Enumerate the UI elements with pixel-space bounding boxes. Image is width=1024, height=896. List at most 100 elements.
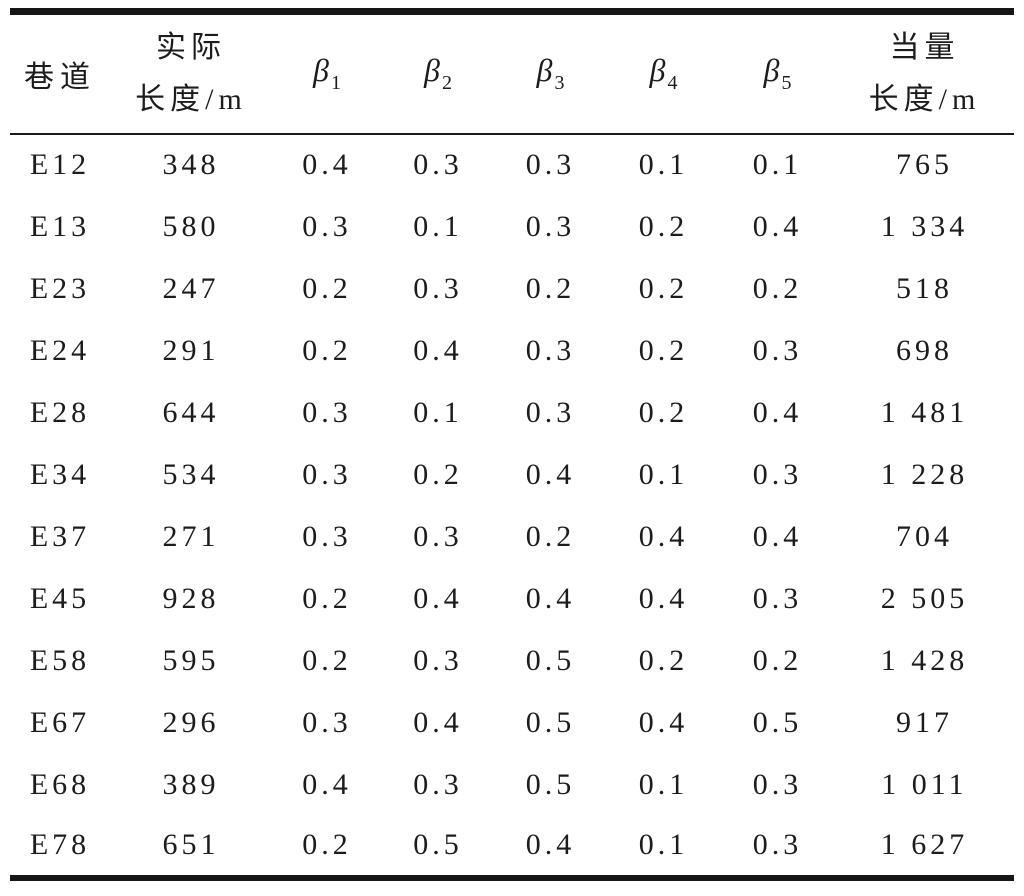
cell-roadway: E68 (29, 767, 91, 801)
cell-beta2: 0.2 (413, 457, 463, 491)
cell-beta3: 0.2 (525, 519, 576, 553)
cell-roadway: E37 (29, 519, 91, 553)
cell-equivalent-length: 704 (896, 519, 953, 553)
header-line: 当量 (889, 30, 960, 64)
cell-actual-length: 595 (162, 643, 220, 677)
cell-roadway: E78 (29, 828, 91, 861)
beta-subscript: 5 (781, 72, 792, 95)
cell-beta1: 0.3 (302, 519, 352, 553)
table-row: E37 271 0.3 0.3 0.2 0.4 0.4 704 (10, 506, 1014, 568)
cell-actual-length: 651 (162, 828, 220, 861)
paper-page: 巷道 实际 长度/m β 1 β 2 β 3 β 4 β 5 当量 长度/m E12 348 0.4 0.3 0.3… (0, 8, 1024, 896)
cell-beta4: 0.1 (638, 148, 689, 181)
cell-beta3: 0.4 (525, 828, 576, 861)
cell-beta4: 0.4 (638, 581, 689, 615)
cell-beta5: 0.3 (752, 333, 803, 367)
beta-subscript: 2 (441, 72, 452, 95)
cell-beta5: 0.5 (752, 705, 803, 739)
cell-actual-length: 247 (162, 271, 220, 305)
cell-beta2: 0.3 (413, 767, 463, 801)
header-line: 实际 (156, 30, 226, 64)
cell-actual-length: 644 (162, 395, 220, 429)
cell-beta1: 0.2 (302, 333, 352, 367)
cell-beta3: 0.4 (525, 457, 576, 491)
cell-beta3: 0.5 (525, 643, 576, 677)
cell-beta4: 0.2 (638, 643, 689, 677)
cell-beta3: 0.2 (525, 271, 576, 305)
cell-beta1: 0.2 (302, 271, 352, 305)
cell-beta2: 0.3 (413, 148, 463, 181)
cell-beta1: 0.2 (302, 828, 352, 861)
cell-beta3: 0.3 (525, 209, 576, 243)
beta-symbol: β (649, 52, 666, 89)
cell-beta2: 0.3 (413, 519, 463, 553)
cell-beta5: 0.3 (752, 581, 803, 615)
cell-equivalent-length: 1 011 (881, 767, 968, 801)
table-row: E58 595 0.2 0.3 0.5 0.2 0.2 1 428 (10, 630, 1014, 692)
cell-actual-length: 389 (162, 767, 220, 801)
cell-beta1: 0.2 (302, 643, 352, 677)
cell-beta5: 0.3 (752, 457, 803, 491)
table-row: E12 348 0.4 0.3 0.3 0.1 0.1 765 (10, 134, 1014, 196)
cell-equivalent-length: 917 (896, 705, 953, 739)
table-header: 巷道 实际 长度/m β 1 β 2 β 3 β 4 β 5 当量 长度/m (10, 12, 1014, 134)
cell-beta5: 0.4 (752, 395, 803, 429)
cell-actual-length: 296 (162, 705, 220, 739)
cell-beta4: 0.2 (638, 333, 689, 367)
table-row: E68 389 0.4 0.3 0.5 0.1 0.3 1 011 (10, 754, 1014, 816)
cell-roadway: E24 (29, 333, 91, 367)
cell-beta2: 0.4 (413, 705, 463, 739)
cell-roadway: E12 (29, 148, 91, 181)
cell-beta5: 0.2 (752, 271, 803, 305)
column-header-roadway: 巷道 (24, 60, 96, 94)
cell-beta1: 0.3 (302, 705, 352, 739)
cell-beta2: 0.1 (413, 209, 463, 243)
cell-roadway: E67 (29, 705, 91, 739)
cell-beta5: 0.3 (752, 828, 803, 861)
beta-subscript: 3 (554, 72, 565, 95)
column-header-equivalent-length: 当量长度/m (835, 12, 1014, 134)
equivalent-length-table: 巷道 实际 长度/m β 1 β 2 β 3 β 4 β 5 当量 长度/m E12 348 0.4 0.3 0.3… (10, 8, 1014, 881)
cell-beta5: 0.1 (752, 148, 803, 181)
cell-roadway: E28 (29, 395, 91, 429)
table-row: E23 247 0.2 0.3 0.2 0.2 0.2 518 (10, 258, 1014, 320)
cell-roadway: E34 (29, 457, 91, 491)
cell-beta4: 0.2 (638, 395, 689, 429)
beta-symbol: β (424, 52, 440, 89)
cell-beta2: 0.4 (413, 333, 463, 367)
cell-beta4: 0.4 (638, 705, 689, 739)
beta-subscript: 1 (330, 72, 341, 95)
cell-beta1: 0.3 (302, 395, 352, 429)
table-row: E78 651 0.2 0.5 0.4 0.1 0.3 1 627 (10, 816, 1014, 878)
cell-beta2: 0.1 (413, 395, 463, 429)
table-row: E28 644 0.3 0.1 0.3 0.2 0.4 1 481 (10, 382, 1014, 444)
cell-beta4: 0.1 (638, 457, 689, 491)
header-line: 长度/m (868, 82, 981, 116)
header-line: 长度/m (135, 82, 247, 116)
cell-beta4: 0.2 (638, 209, 689, 243)
table-body: E12 348 0.4 0.3 0.3 0.1 0.1 765 E13 580 0.3 0.1 0.3 0… (10, 134, 1014, 878)
cell-actual-length: 928 (162, 581, 220, 615)
cell-beta5: 0.4 (752, 519, 803, 553)
cell-beta1: 0.2 (302, 581, 352, 615)
cell-actual-length: 534 (162, 457, 220, 491)
cell-beta5: 0.3 (752, 767, 803, 801)
cell-roadway: E23 (29, 271, 91, 305)
cell-beta3: 0.3 (525, 395, 576, 429)
cell-beta1: 0.3 (302, 457, 352, 491)
cell-equivalent-length: 1 228 (880, 457, 969, 491)
cell-roadway: E58 (29, 643, 91, 677)
cell-beta1: 0.4 (302, 148, 352, 181)
cell-beta3: 0.3 (525, 148, 576, 181)
header-row: 巷道 实际 长度/m β 1 β 2 β 3 β 4 β 5 当量 长度/m (10, 12, 1014, 134)
cell-beta2: 0.3 (413, 643, 463, 677)
cell-beta3: 0.3 (525, 333, 576, 367)
cell-equivalent-length: 1 334 (880, 209, 969, 243)
beta-subscript: 4 (667, 72, 678, 95)
cell-equivalent-length: 2 505 (880, 581, 969, 615)
